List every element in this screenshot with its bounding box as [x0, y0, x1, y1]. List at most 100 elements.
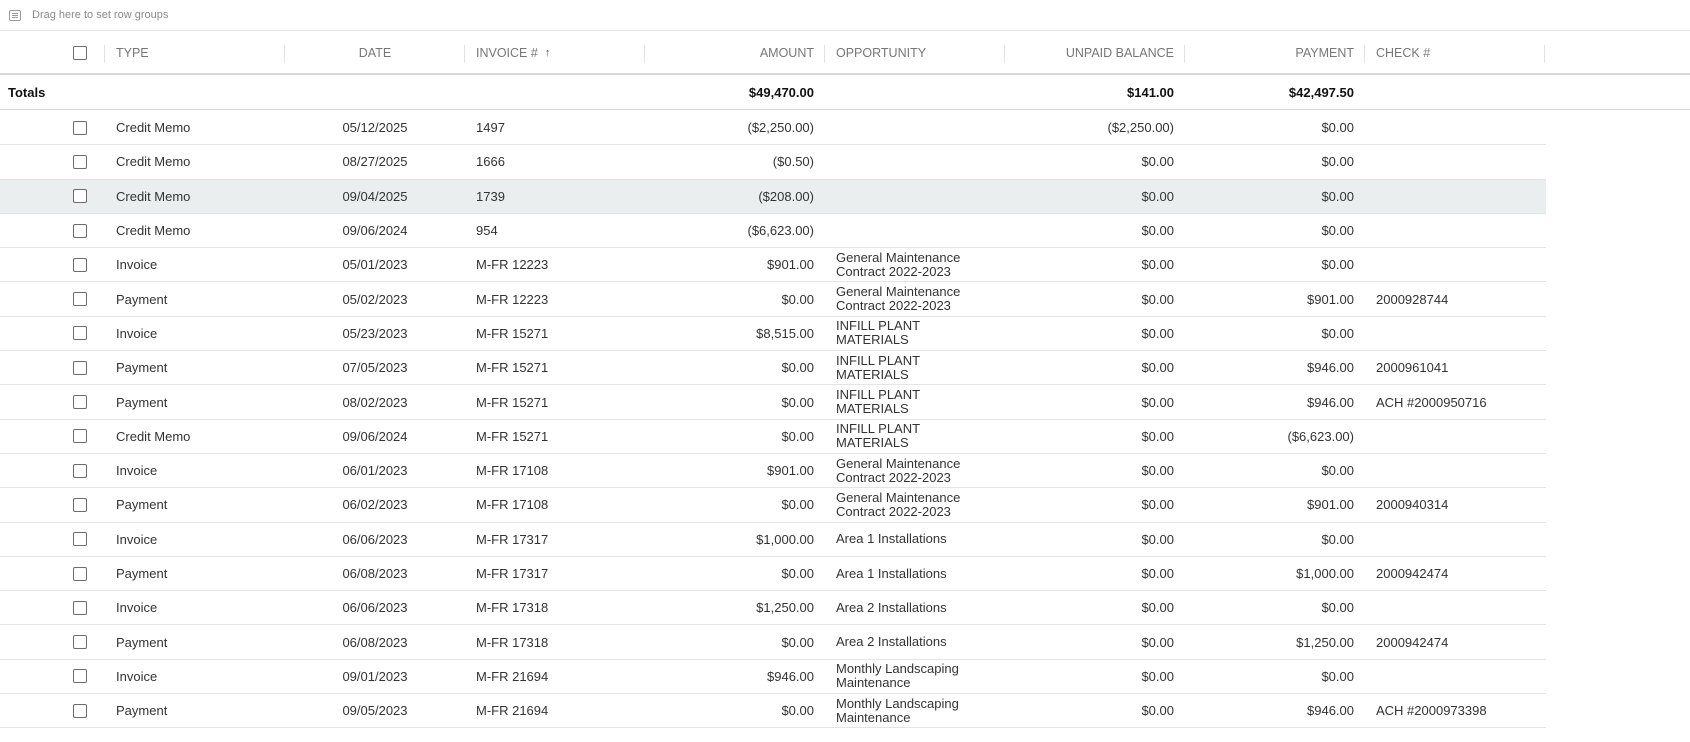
cell-type-text: Credit Memo: [116, 120, 191, 136]
row-checkbox[interactable]: [73, 463, 87, 478]
row-checkbox[interactable]: [73, 429, 87, 444]
cell-unpaid-balance: $0.00: [1005, 523, 1185, 556]
cell-opportunity: General Maintenance Contract 2022-2023: [825, 488, 1005, 521]
row-checkbox[interactable]: [73, 395, 87, 410]
cell-opportunity: [825, 214, 1005, 247]
row-checkbox[interactable]: [73, 154, 87, 169]
cell-opportunity: General Maintenance Contract 2022-2023: [825, 283, 1005, 316]
cell-date-text: 09/01/2023: [342, 668, 408, 684]
column-header-date[interactable]: DATE: [285, 32, 465, 73]
row-checkbox[interactable]: [73, 360, 87, 375]
row-group-drop-zone[interactable]: Drag here to set row groups: [0, 0, 1690, 31]
table-row[interactable]: Payment 07/05/2023 M-FR 15271 $0.00 INFILL P…: [0, 351, 1546, 386]
column-header-payment[interactable]: PAYMENT: [1185, 32, 1365, 73]
cell-type: Invoice: [105, 660, 285, 693]
column-header-unpaid-balance[interactable]: UNPAID BALANCE: [1005, 32, 1185, 73]
table-row[interactable]: Payment 06/02/2023 M-FR 17108 $0.00 General …: [0, 488, 1546, 523]
cell-type: Invoice: [105, 591, 285, 624]
row-checkbox[interactable]: [73, 326, 87, 341]
table-row[interactable]: Invoice 06/01/2023 M-FR 17108 $901.00 Genera…: [0, 454, 1546, 489]
cell-check: [1365, 111, 1545, 144]
column-header-type[interactable]: TYPE: [105, 32, 285, 73]
table-row[interactable]: Invoice 05/01/2023 M-FR 12223 $901.00 Genera…: [0, 248, 1546, 283]
column-header-opportunity[interactable]: OPPORTUNITY: [825, 32, 1005, 73]
cell-date-text: 05/23/2023: [342, 325, 408, 341]
cell-check: [1365, 145, 1545, 178]
cell-type-text: Credit Memo: [116, 154, 191, 170]
cell-check: 2000940314: [1365, 488, 1545, 521]
table-row[interactable]: Invoice 09/01/2023 M-FR 21694 $946.00 Monthl…: [0, 660, 1546, 695]
totals-payment: $42,497.50: [1288, 84, 1354, 100]
cell-payment-text: $0.00: [1321, 668, 1354, 684]
cell-type: Credit Memo: [105, 420, 285, 453]
row-checkbox[interactable]: [73, 223, 87, 238]
row-select-cell: [55, 351, 105, 384]
table-row[interactable]: Credit Memo 09/06/2024 M-FR 15271 $0.00 INFI…: [0, 420, 1546, 454]
table-row[interactable]: Invoice 05/23/2023 M-FR 15271 $8,515.00 INFI…: [0, 317, 1546, 352]
table-row[interactable]: Payment 09/05/2023 M-FR 21694 $0.00 Monthly …: [0, 694, 1546, 729]
cell-date-text: 06/02/2023: [342, 497, 408, 513]
select-all-checkbox[interactable]: [73, 45, 87, 60]
row-checkbox[interactable]: [73, 669, 87, 684]
row-select-cell: [55, 454, 105, 487]
cell-check-text: ACH #2000973398: [1376, 703, 1487, 719]
table-row[interactable]: Credit Memo 09/04/2025 1739 ($208.00) $0.00 $…: [0, 179, 1546, 214]
table-row[interactable]: Payment 08/02/2023 M-FR 15271 $0.00 INFILL P…: [0, 385, 1546, 420]
cell-check: 2000928744: [1365, 283, 1545, 316]
cell-unpaid-balance: $0.00: [1005, 351, 1185, 384]
cell-invoice-text: M-FR 17318: [476, 600, 549, 616]
cell-amount: $0.00: [645, 351, 825, 384]
table-row[interactable]: Credit Memo 05/12/2025 1497 ($2,250.00) ($2,…: [0, 111, 1546, 146]
cell-date-text: 06/08/2023: [342, 634, 408, 650]
cell-opportunity: Area 2 Installations: [825, 591, 1005, 624]
cell-date-text: 06/06/2023: [342, 531, 408, 547]
table-row[interactable]: Payment 05/02/2023 M-FR 12223 $0.00 General …: [0, 283, 1546, 317]
cell-type: Invoice: [105, 317, 285, 350]
row-checkbox[interactable]: [73, 257, 87, 272]
table-row[interactable]: Invoice 06/06/2023 M-FR 17318 $1,250.00 Area…: [0, 591, 1546, 626]
cell-amount-text: $0.00: [781, 394, 814, 410]
table-row[interactable]: Payment 06/08/2023 M-FR 17317 $0.00 Area 1 I…: [0, 557, 1546, 592]
cell-type: Payment: [105, 351, 285, 384]
cell-payment: $0.00: [1185, 214, 1365, 247]
cell-invoice: M-FR 12223: [465, 283, 645, 316]
cell-opportunity-text: Monthly Landscaping Maintenance: [836, 695, 959, 725]
row-checkbox[interactable]: [73, 292, 87, 307]
cell-date: 05/01/2023: [285, 248, 465, 281]
cell-unpaid-balance-text: $0.00: [1141, 188, 1174, 204]
row-checkbox[interactable]: [73, 635, 87, 650]
cell-check-text: 2000942474: [1376, 566, 1449, 582]
row-checkbox[interactable]: [73, 497, 87, 512]
cell-amount-text: $0.00: [781, 360, 814, 376]
row-checkbox[interactable]: [73, 120, 87, 135]
table-row[interactable]: Payment 06/08/2023 M-FR 17318 $0.00 Area 2 I…: [0, 626, 1546, 660]
cell-unpaid-balance: $0.00: [1005, 317, 1185, 350]
cell-invoice-text: M-FR 17108: [476, 463, 549, 479]
cell-payment: ($6,623.00): [1185, 420, 1365, 453]
cell-opportunity: [825, 180, 1005, 213]
cell-check: [1365, 180, 1545, 213]
row-checkbox[interactable]: [73, 566, 87, 581]
cell-payment: $901.00: [1185, 283, 1365, 316]
cell-invoice-text: M-FR 15271: [476, 360, 549, 376]
row-checkbox[interactable]: [73, 600, 87, 615]
column-header-amount[interactable]: AMOUNT: [645, 32, 825, 73]
column-header-check[interactable]: CHECK #: [1365, 32, 1545, 73]
row-checkbox[interactable]: [73, 532, 87, 547]
cell-type-text: Invoice: [116, 600, 158, 616]
table-row[interactable]: Invoice 06/06/2023 M-FR 17317 $1,000.00 Area…: [0, 523, 1546, 557]
row-checkbox[interactable]: [73, 189, 87, 204]
cell-type: Credit Memo: [105, 180, 285, 213]
cell-payment-text: $0.00: [1321, 325, 1354, 341]
table-row[interactable]: Credit Memo 09/06/2024 954 ($6,623.00) $0.00…: [0, 214, 1546, 249]
row-checkbox[interactable]: [73, 703, 87, 718]
cell-opportunity-text: INFILL PLANT MATERIALS: [836, 421, 920, 451]
cell-payment: $0.00: [1185, 454, 1365, 487]
column-header-invoice[interactable]: INVOICE # ↑: [465, 32, 645, 73]
cell-type-text: Invoice: [116, 463, 158, 479]
cell-date: 07/05/2023: [285, 351, 465, 384]
table-row[interactable]: Credit Memo 08/27/2025 1666 ($0.50) $0.00 $0.…: [0, 145, 1546, 180]
cell-unpaid-balance-text: $0.00: [1141, 154, 1174, 170]
cell-invoice: M-FR 17108: [465, 454, 645, 487]
column-header-unpaid-label: UNPAID BALANCE: [1065, 45, 1174, 60]
